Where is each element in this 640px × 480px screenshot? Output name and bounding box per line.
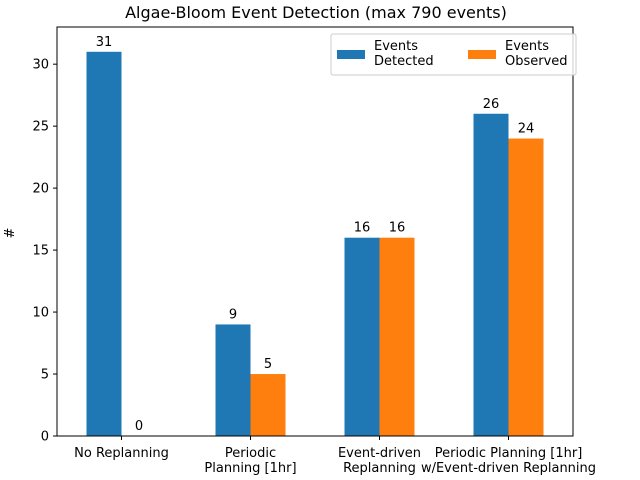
x-tick-label-line: Replanning: [343, 461, 416, 476]
bar-s0-c3: [473, 113, 509, 437]
y-tick-label-6: 30: [32, 58, 49, 73]
y-tick-label-1: 5: [41, 368, 49, 383]
plot-area: 31 0 No Replanning 9 5 Periodic Planning [1hr]…: [32, 26, 596, 476]
data-label-s0-c1: 9: [229, 307, 237, 322]
data-label-s1-c2: 16: [389, 221, 406, 236]
data-label-s1-c0: 0: [135, 419, 143, 434]
bar-s1-c2: [379, 237, 415, 436]
y-tick-label-2: 10: [32, 306, 49, 321]
legend-label-line: Events: [505, 39, 549, 54]
data-label-s0-c2: 16: [354, 221, 371, 236]
legend-label-0: Events Detected: [374, 39, 434, 69]
data-label-s1-c3: 24: [518, 122, 535, 137]
legend-label-1: Events Observed: [505, 39, 568, 69]
data-label-s1-c1: 5: [264, 357, 272, 372]
x-tick-label-2: Event-driven Replanning: [338, 446, 421, 476]
y-tick-label-5: 25: [32, 120, 49, 135]
bar-s0-c0: [86, 51, 122, 437]
legend-box: [330, 33, 577, 76]
x-tick-label-line: w/Event-driven Replanning: [421, 461, 596, 476]
bar-s0-c1: [215, 324, 251, 436]
x-tick-label-line: Event-driven: [338, 446, 421, 461]
legend-label-line: Events: [374, 39, 418, 54]
y-tick-label-3: 15: [32, 244, 49, 259]
legend-swatch-1: [468, 50, 496, 59]
x-tick-label-line: Periodic Planning [1hr]: [435, 446, 583, 461]
legend-label-line: Detected: [374, 54, 434, 69]
y-tick-label-0: 0: [41, 430, 49, 445]
x-tick-label-0: No Replanning: [74, 446, 169, 461]
bar-s0-c2: [344, 237, 380, 436]
bar-s1-c1: [250, 374, 286, 436]
chart-title: Algae-Bloom Event Detection (max 790 eve…: [125, 3, 507, 22]
bar-s1-c3: [508, 138, 544, 436]
y-axis-label: #: [3, 228, 18, 239]
x-tick-label-3: Periodic Planning [1hr] w/Event-driven Re…: [421, 446, 596, 476]
x-tick-label-1: Periodic Planning [1hr]: [204, 446, 296, 476]
legend-label-line: Observed: [505, 54, 568, 69]
legend-swatch-0: [337, 50, 365, 59]
axes-frame: [56, 26, 574, 437]
y-tick-label-4: 20: [32, 182, 49, 197]
data-label-s0-c0: 31: [96, 35, 113, 50]
x-tick-label-line: Periodic: [225, 446, 276, 461]
x-tick-label-line: Planning [1hr]: [204, 461, 296, 476]
x-tick-label-line: No Replanning: [74, 446, 169, 461]
data-label-s0-c3: 26: [483, 97, 500, 112]
